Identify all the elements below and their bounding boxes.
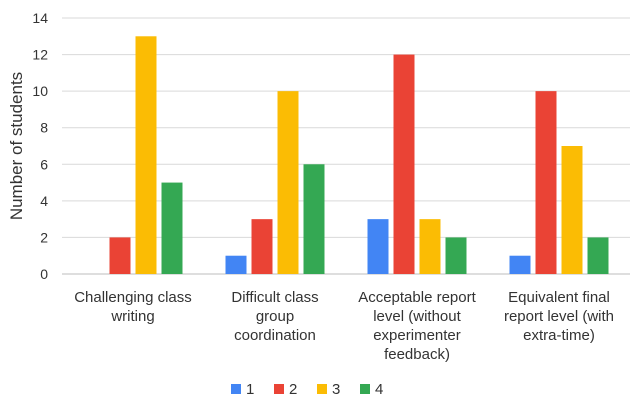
bars — [109, 36, 609, 275]
y-tick-label: 14 — [32, 10, 48, 26]
y-tick-label: 10 — [32, 83, 48, 99]
bar-series-1 — [509, 255, 531, 274]
bar-series-3 — [419, 219, 441, 274]
y-tick-label: 12 — [32, 47, 48, 63]
legend-swatch — [317, 384, 327, 394]
y-axis-title-group: Number of students — [7, 72, 26, 220]
bar-series-4 — [587, 237, 609, 274]
y-tick-label: 0 — [40, 266, 48, 282]
y-tick-label: 8 — [40, 120, 48, 136]
bar-series-1 — [225, 255, 247, 274]
legend-label: 3 — [332, 381, 340, 398]
legend-label: 4 — [375, 381, 383, 398]
bar-series-3 — [561, 146, 583, 274]
x-category-label: Difficult class group coordination — [231, 289, 318, 344]
bar-series-4 — [161, 182, 183, 274]
y-tick-label: 4 — [40, 193, 48, 209]
bar-series-4 — [445, 237, 467, 274]
bar-series-2 — [393, 54, 415, 275]
x-category-label: Challenging class writing — [74, 289, 192, 325]
y-axis-title: Number of students — [7, 72, 26, 220]
x-axis-labels: Challenging class writing Difficult class g… — [74, 289, 614, 363]
bar-series-3 — [277, 91, 299, 275]
bar-series-2 — [251, 219, 273, 274]
legend-label: 2 — [289, 381, 297, 398]
x-category-label: Acceptable report level (without experimen… — [358, 289, 476, 363]
y-tick-label: 6 — [40, 156, 48, 172]
y-tick-label: 2 — [40, 229, 48, 245]
legend: 1 2 3 4 — [231, 381, 383, 398]
bar-series-2 — [109, 237, 131, 274]
legend-swatch — [231, 384, 241, 394]
gridlines — [62, 17, 630, 275]
legend-swatch — [274, 384, 284, 394]
bar-series-4 — [303, 164, 325, 274]
y-axis-ticks: 0 2 4 6 8 10 12 14 — [32, 10, 48, 282]
bar-series-3 — [135, 36, 157, 275]
legend-label: 1 — [246, 381, 254, 398]
bar-series-1 — [367, 219, 389, 274]
legend-swatch — [360, 384, 370, 394]
bar-series-2 — [535, 91, 557, 275]
x-category-label: Equivalent final report level (with extra-… — [504, 289, 614, 344]
